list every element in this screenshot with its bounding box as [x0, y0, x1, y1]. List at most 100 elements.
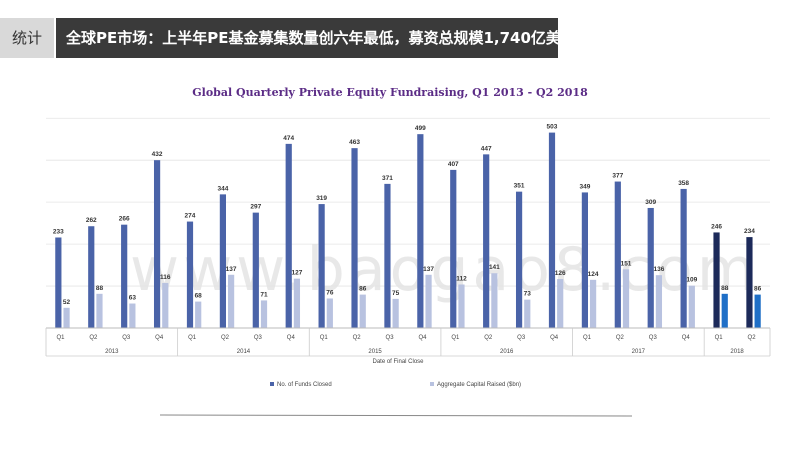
bar-capital-raised: [557, 279, 564, 328]
bar-funds-closed: [186, 221, 194, 328]
legend-swatch: [430, 382, 434, 386]
divider-line: [159, 414, 633, 417]
data-label-capital: 126: [555, 270, 566, 277]
x-tick-label-quarter: Q3: [386, 335, 395, 341]
data-label-funds: 344: [217, 185, 228, 192]
data-label-capital: 137: [423, 266, 434, 273]
bar-funds-closed: [252, 212, 259, 328]
data-label-capital: 86: [754, 286, 762, 293]
bar-capital-raised: [655, 275, 663, 328]
data-label-capital: 136: [653, 266, 664, 273]
x-tick-label-quarter: Q2: [616, 335, 625, 341]
data-label-capital: 88: [96, 285, 104, 292]
data-label-funds: 474: [283, 135, 294, 142]
bar-capital-raised: [524, 299, 531, 328]
chart-title: Global Quarterly Private Equity Fundrais…: [192, 86, 588, 99]
bar-funds-closed: [384, 183, 391, 328]
legend-label: Aggregate Capital Raised ($bn): [437, 382, 521, 388]
data-label-capital: 71: [260, 291, 268, 298]
bar-capital-raised: [63, 307, 70, 328]
x-axis-title: Date of Final Close: [372, 359, 424, 365]
x-tick-label-quarter: Q3: [649, 335, 658, 341]
bar-capital-raised: [622, 269, 630, 328]
x-tick-label-quarter: Q2: [221, 335, 230, 341]
data-label-capital: 127: [291, 270, 302, 277]
data-label-funds: 349: [579, 183, 590, 190]
x-tick-label-quarter: Q1: [188, 335, 197, 341]
chart-bars: 233 52 262 88 266 63 432 116 274 68 344 137 297 71 474…: [53, 124, 762, 328]
data-label-funds: 297: [250, 204, 261, 211]
data-label-funds: 432: [152, 151, 163, 158]
bar-capital-raised: [688, 285, 695, 328]
bar-funds-closed: [680, 188, 687, 328]
bar-funds-closed: [417, 134, 424, 328]
bar-funds-closed: [450, 169, 457, 328]
page-title: 全球PE市场：上半年PE基金募集数量创六年最低，募资总规模1,740亿美元: [56, 18, 576, 58]
bar-funds-closed: [614, 181, 621, 328]
data-label-funds: 447: [481, 145, 492, 152]
bar-funds-closed: [318, 204, 325, 328]
data-label-funds: 274: [185, 213, 196, 220]
bar-capital-raised: [458, 284, 465, 328]
data-label-funds: 503: [547, 124, 558, 131]
data-label-capital: 75: [392, 290, 400, 297]
data-label-capital: 73: [524, 291, 532, 298]
data-label-funds: 262: [86, 217, 97, 224]
x-tick-label-quarter: Q4: [682, 335, 691, 341]
data-label-capital: 86: [359, 286, 367, 293]
x-tick-label-year: 2014: [237, 349, 251, 355]
bar-funds-closed: [219, 194, 226, 328]
x-tick-label-quarter: Q1: [451, 335, 460, 341]
chart-legend: No. of Funds Closed Aggregate Capital Rai…: [270, 382, 521, 388]
data-label-funds: 463: [349, 139, 360, 146]
data-label-capital: 151: [621, 260, 632, 267]
data-label-capital: 76: [326, 289, 334, 296]
data-label-capital: 116: [160, 274, 171, 281]
x-tick-label-quarter: Q4: [155, 335, 164, 341]
data-label-capital: 52: [63, 299, 71, 306]
data-label-capital: 68: [195, 293, 203, 300]
x-tick-label-quarter: Q1: [715, 335, 724, 341]
bar-capital-raised: [96, 293, 103, 328]
bar-capital-raised: [491, 273, 498, 328]
bar-funds-closed: [483, 154, 490, 328]
x-tick-label-quarter: Q4: [550, 335, 559, 341]
data-label-capital: 109: [686, 277, 697, 284]
x-tick-label-quarter: Q4: [287, 335, 296, 341]
x-tick-label-quarter: Q2: [89, 335, 98, 341]
data-label-funds: 233: [53, 228, 64, 235]
chart-x-axis: Q1 Q2 Q3 Q4 Q1 Q2 Q3 Q4 Q1 Q2 Q3 Q4 Q1 Q2 Q3 Q4 Q1 Q2 Q3 Q4…: [45, 327, 771, 357]
bar-capital-raised: [162, 282, 169, 328]
x-tick-label-year: 2013: [105, 349, 119, 355]
x-tick-label-quarter: Q1: [320, 335, 329, 341]
x-tick-label-quarter: Q3: [517, 335, 526, 341]
x-tick-label-quarter: Q3: [122, 335, 131, 341]
x-tick-label-quarter: Q4: [418, 335, 427, 341]
x-tick-label-quarter: Q1: [56, 335, 65, 341]
x-tick-label-quarter: Q2: [748, 335, 757, 341]
x-tick-label-quarter: Q2: [484, 335, 493, 341]
data-label-funds: 499: [415, 125, 426, 132]
data-label-capital: 88: [721, 285, 729, 292]
x-tick-label-quarter: Q2: [353, 335, 362, 341]
data-label-capital: 137: [226, 266, 237, 273]
bar-capital-raised: [293, 278, 301, 328]
bar-funds-closed: [713, 232, 720, 328]
bar-funds-closed: [647, 207, 654, 328]
bar-funds-closed: [121, 224, 128, 328]
bar-funds-closed: [88, 226, 95, 328]
bar-funds-closed: [153, 160, 161, 328]
data-label-funds: 319: [316, 195, 327, 202]
bar-capital-raised: [425, 274, 432, 328]
data-label-funds: 246: [711, 223, 722, 230]
legend-swatch: [270, 382, 274, 386]
x-tick-label-year: 2015: [368, 349, 382, 355]
bar-capital-raised: [260, 300, 268, 328]
x-tick-label-year: 2017: [632, 349, 646, 355]
bar-funds-closed: [746, 237, 753, 328]
data-label-funds: 377: [612, 173, 623, 180]
data-label-funds: 407: [448, 161, 459, 168]
bar-capital-raised: [195, 301, 202, 328]
legend-label: No. of Funds Closed: [277, 382, 332, 388]
